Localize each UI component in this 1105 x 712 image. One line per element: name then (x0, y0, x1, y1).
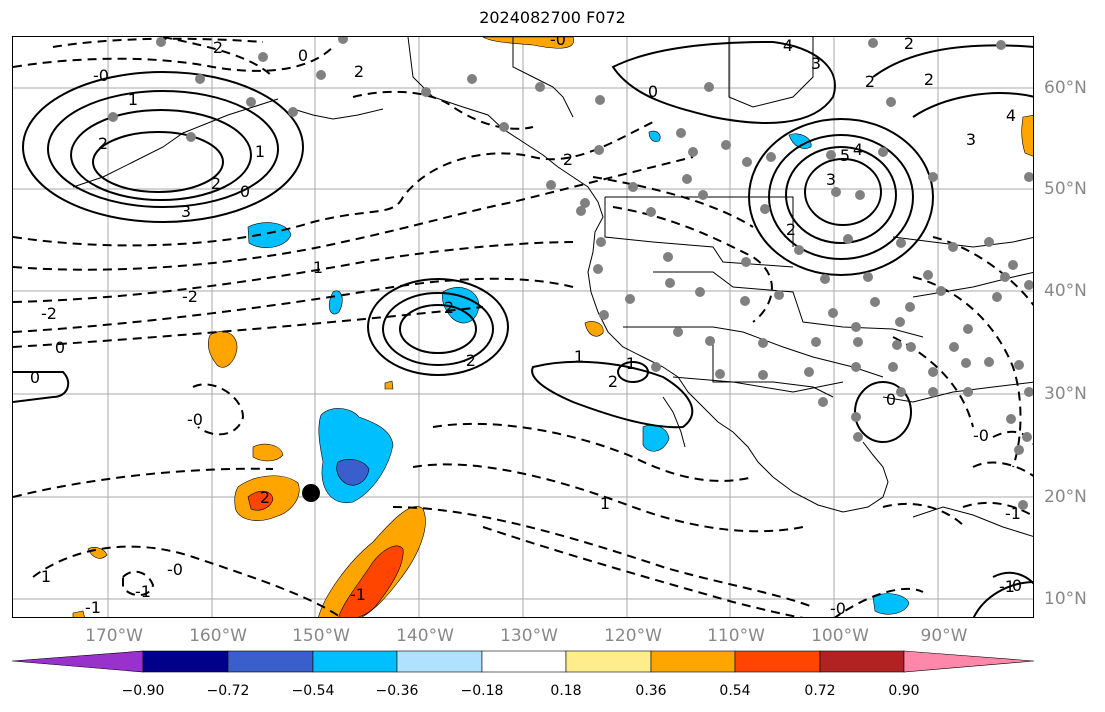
colorbar-cell-10 (903, 650, 1035, 673)
lat-label-10n: 10°N (1044, 589, 1087, 609)
lon-label-140w: 140°W (396, 626, 454, 646)
contour-label: 4 (1006, 106, 1016, 125)
coastlines (72, 37, 1033, 537)
colorbar-cell-3 (312, 650, 398, 673)
contour-label: 1 (626, 354, 636, 373)
lat-label-20n: 20°N (1044, 487, 1087, 507)
contour-label: 2 (904, 37, 914, 53)
colorbar-tick: −0.18 (460, 683, 504, 699)
contour-label: 2 (444, 298, 454, 317)
contours-solid (13, 40, 1033, 617)
colorbar-tick: −0.36 (375, 683, 419, 699)
contour-label: 2 (924, 70, 934, 89)
contour-label: 0 (886, 390, 896, 409)
contour-label: 3 (811, 54, 821, 73)
contour-label: 2 (260, 488, 270, 507)
lat-label-40n: 40°N (1044, 281, 1087, 301)
contour-label: -1 (999, 577, 1015, 596)
contour-label: 0 (55, 338, 65, 357)
lon-label-110w: 110°W (707, 626, 765, 646)
map-panel: 2 0 -0 2 1 1 0 3 2 -0 2 2 -2 4 3 2 2 1 -… (12, 36, 1034, 618)
contour-label: 2 (563, 150, 573, 169)
contour-label: -2 (460, 351, 476, 370)
contour-label: -1 (350, 585, 366, 604)
lat-label-30n: 30°N (1044, 384, 1087, 404)
lon-label-90w: 90°W (920, 626, 968, 646)
contour-label: 2 (608, 372, 618, 391)
lon-label-130w: 130°W (500, 626, 558, 646)
contour-label: 3 (826, 170, 836, 189)
contour-label: 3 (966, 130, 976, 149)
shaded-anomalies (72, 37, 1033, 617)
lon-label-160w: 160°W (189, 626, 247, 646)
contour-label: 2 (98, 134, 108, 153)
contour-label: -1 (135, 582, 151, 601)
contour-label: 4 (783, 37, 793, 55)
contour-label: 0 (298, 46, 308, 65)
lon-label-170w: 170°W (85, 626, 143, 646)
contour-label: 2 (211, 174, 221, 193)
lat-label-60n: 60°N (1044, 78, 1087, 98)
contour-label: -2 (182, 287, 198, 306)
contour-label: 1 (128, 90, 138, 109)
graticule (13, 37, 1033, 617)
contour-label: 2 (786, 220, 796, 239)
contour-label: 1 (41, 567, 51, 586)
contour-label: 0 (240, 182, 250, 201)
contour-label: 1 (600, 494, 610, 513)
colorbar-tick: −0.72 (206, 683, 250, 699)
colorbar-cell-4 (396, 650, 483, 673)
contour-label: 4 (853, 140, 863, 159)
shade-positive-upper-left (482, 37, 574, 49)
contour-label: -1 (85, 598, 101, 617)
contour-label: 0 (30, 368, 40, 387)
highlight-marker (302, 484, 320, 502)
contour-label: 0 (648, 82, 658, 101)
colorbar-tick: 0.36 (635, 683, 667, 699)
contour-label: -2 (41, 304, 57, 323)
colorbar-cell-5 (481, 650, 567, 673)
contour-label: 2 (354, 62, 364, 81)
contour-label: -0 (167, 560, 183, 579)
contour-label: 5 (840, 146, 850, 165)
lat-label-50n: 50°N (1044, 179, 1087, 199)
contours-dashed (13, 37, 1033, 617)
contour-label: -0 (973, 426, 989, 445)
colorbar-cell-6 (565, 650, 652, 673)
colorbar-cell-0 (11, 650, 144, 673)
colorbar-tick: 0.54 (719, 683, 751, 699)
lon-label-120w: 120°W (604, 626, 662, 646)
colorbar-tick: 0.72 (804, 683, 836, 699)
contour-label: -0 (550, 37, 566, 49)
lon-label-150w: 150°W (292, 626, 350, 646)
map-canvas: 2 0 -0 2 1 1 0 3 2 -0 2 2 -2 4 3 2 2 1 -… (13, 37, 1033, 618)
contour-label: 1 (574, 347, 584, 366)
map-title: 2024082700 F072 (479, 8, 626, 27)
colorbar-tick: 0.18 (550, 683, 582, 699)
lon-label-100w: 100°W (811, 626, 869, 646)
contour-label: -1 (1005, 504, 1021, 523)
contour-label: 1 (255, 142, 265, 161)
contour-label: -0 (830, 599, 846, 618)
colorbar-cell-2 (227, 650, 314, 673)
contour-label: 2 (213, 38, 223, 57)
colorbar-tick: −0.54 (291, 683, 335, 699)
colorbar-cell-8 (734, 650, 821, 673)
station-dots (108, 37, 1033, 510)
colorbar-cell-7 (650, 650, 736, 673)
colorbar-tick: −0.90 (121, 683, 165, 699)
colorbar-cell-1 (142, 650, 229, 673)
contour-label: 3 (181, 202, 191, 221)
colorbar-cell-9 (819, 650, 905, 673)
contour-label: 2 (865, 72, 875, 91)
contour-label: 0 (1012, 576, 1022, 595)
contour-label: 1 (313, 258, 323, 277)
contour-label-group: 2 0 -0 2 1 1 0 3 2 -0 2 2 -2 4 3 2 2 1 -… (30, 37, 1022, 618)
colorbar-tick: 0.90 (888, 683, 920, 699)
contour-label: -0 (187, 410, 203, 429)
contour-label: -0 (93, 66, 109, 85)
